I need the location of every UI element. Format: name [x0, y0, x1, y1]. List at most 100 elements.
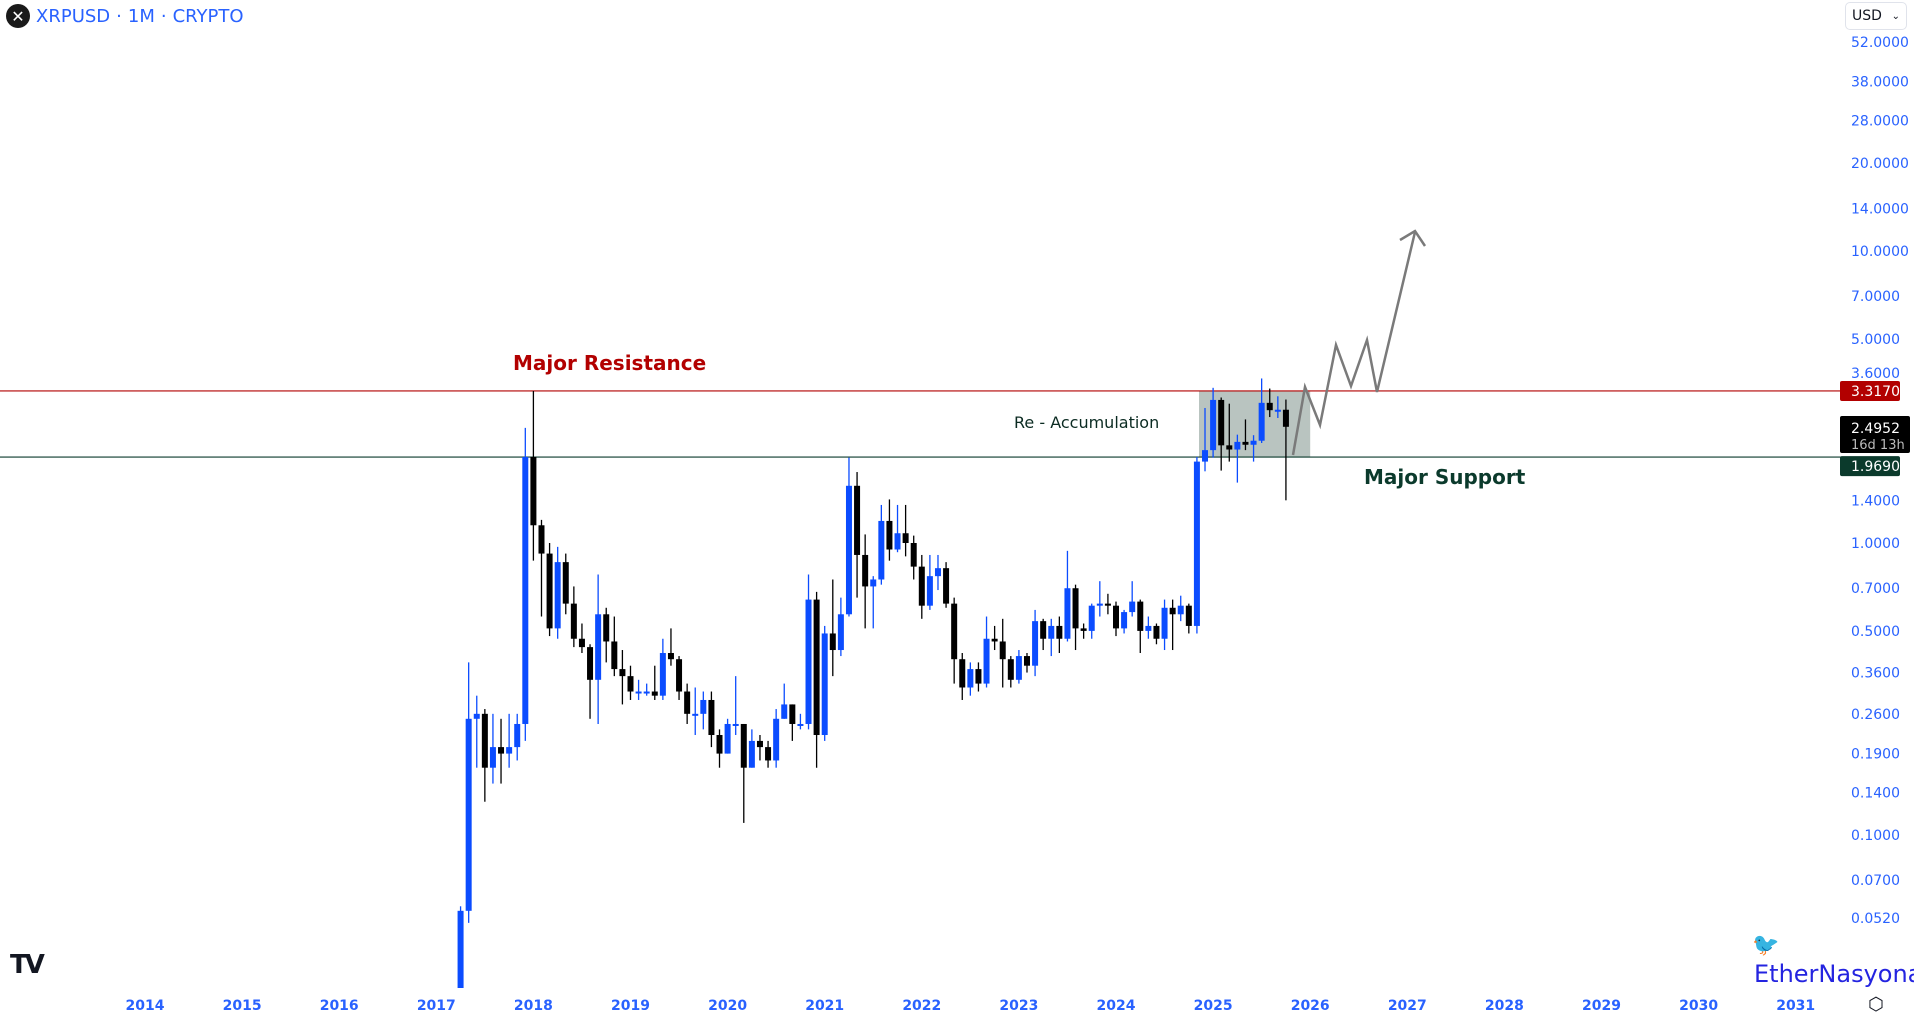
symbol-name: XRPUSD — [36, 5, 111, 27]
candle-body — [813, 599, 820, 736]
candle-body — [934, 568, 941, 577]
candle-body — [1040, 621, 1047, 639]
candle-body — [1088, 605, 1095, 631]
candle-body — [1129, 601, 1136, 613]
candle-body — [1161, 607, 1168, 639]
candle-body — [635, 691, 642, 694]
candle-body — [667, 653, 674, 660]
candle-body — [1056, 625, 1063, 639]
candle-body — [1218, 399, 1225, 446]
x-tick-label: 2014 — [126, 998, 165, 1014]
accumulation-box — [1199, 390, 1311, 458]
x-tick-label: 2026 — [1291, 998, 1330, 1014]
x-tick-label: 2029 — [1582, 998, 1621, 1014]
x-tick-label: 2020 — [708, 998, 747, 1014]
candle-body — [619, 669, 626, 677]
candle-body — [473, 713, 480, 719]
candle-body — [1032, 621, 1039, 666]
candle-body — [918, 566, 925, 606]
plot-area[interactable] — [0, 229, 1843, 988]
x-tick-label: 2024 — [1097, 998, 1136, 1014]
candle-body — [692, 713, 699, 716]
candle-body — [756, 740, 763, 748]
candle-body — [1185, 605, 1192, 626]
y-tick-label: 38.0000 — [1851, 75, 1909, 91]
y-tick-label: 0.2600 — [1851, 707, 1900, 723]
candle-body — [797, 723, 804, 726]
candle-body — [457, 910, 464, 988]
y-tick-label: 0.5000 — [1851, 624, 1900, 640]
y-tick-label: 1.4000 — [1851, 493, 1900, 509]
x-tick-label: 2030 — [1679, 998, 1718, 1014]
last-price-badge — [1840, 416, 1910, 453]
candle-body — [870, 579, 877, 587]
chevron-down-icon: ⌄ — [1891, 10, 1900, 22]
support-annotation: Major Support — [1364, 465, 1526, 489]
candle-body — [926, 576, 933, 606]
candle-body — [959, 659, 966, 688]
candle-body — [983, 638, 990, 684]
x-tick-label: 2019 — [611, 998, 650, 1014]
candle-body — [732, 723, 739, 726]
candle-body — [805, 599, 812, 724]
candle-body — [522, 457, 529, 724]
y-tick-label: 7.0000 — [1851, 289, 1900, 305]
candle-body — [951, 603, 958, 660]
x-tick-label: 2018 — [514, 998, 553, 1014]
candle-body — [862, 554, 869, 587]
x-tick-label: 2027 — [1388, 998, 1427, 1014]
candle-body — [724, 723, 731, 754]
support-price-badge — [1840, 456, 1900, 477]
candle-body — [603, 614, 610, 642]
candle-body — [708, 699, 715, 736]
y-tick-label: 52.0000 — [1851, 35, 1909, 51]
candle-body — [1266, 402, 1273, 411]
candle-body — [1104, 603, 1111, 606]
candle-body — [1210, 399, 1217, 451]
candle-body — [1007, 659, 1014, 680]
y-tick-label: 0.7000 — [1851, 581, 1900, 597]
candle-body — [1234, 441, 1241, 450]
candle-body — [1113, 605, 1119, 629]
candle-body — [538, 525, 545, 554]
candle-body — [1137, 601, 1144, 631]
projection-path — [1291, 231, 1417, 456]
y-tick-label: 0.1900 — [1851, 747, 1900, 763]
candle-body — [1048, 625, 1055, 639]
candle-body — [773, 718, 780, 761]
symbol-header[interactable]: ✕ XRPUSD · 1M · CRYPTO — [6, 4, 244, 28]
candle-body — [1153, 625, 1160, 639]
candle-body — [611, 641, 618, 670]
candle-body — [1121, 612, 1128, 629]
candle-body — [481, 713, 488, 768]
candle-body — [1242, 441, 1249, 445]
resistance-annotation: Major Resistance — [513, 351, 706, 375]
candle-body — [886, 520, 893, 550]
candle-body — [975, 669, 982, 684]
x-tick-label: 2022 — [902, 998, 941, 1014]
y-tick-label: 14.0000 — [1851, 201, 1909, 217]
settings-icon[interactable]: ⬡ — [1868, 994, 1884, 1015]
separator: · — [160, 5, 167, 27]
y-tick-label: 0.0520 — [1851, 911, 1900, 927]
bar-countdown: 16d 13h — [1851, 438, 1905, 453]
candle-body — [595, 614, 602, 680]
tradingview-logo[interactable]: TV — [10, 950, 45, 980]
last-price: 2.4952 — [1851, 421, 1900, 437]
y-tick-label: 0.1400 — [1851, 785, 1900, 801]
currency-select[interactable]: USD ⌄ — [1845, 2, 1907, 30]
candle-body — [1145, 625, 1152, 631]
candle-body — [498, 747, 505, 754]
candle-body — [1274, 409, 1281, 412]
y-tick-label: 1.0000 — [1851, 536, 1900, 552]
candle-body — [781, 704, 788, 719]
twitter-icon: 🐦 — [1752, 933, 1780, 958]
candle-body — [748, 740, 755, 768]
candle-body — [854, 485, 861, 555]
y-tick-label: 0.1000 — [1851, 828, 1900, 844]
projection-arrowhead — [1399, 229, 1427, 247]
exchange: CRYPTO — [172, 5, 244, 27]
watermark: EtherNasyonaL — [1754, 960, 1914, 988]
y-tick-label: 3.6000 — [1851, 366, 1900, 382]
